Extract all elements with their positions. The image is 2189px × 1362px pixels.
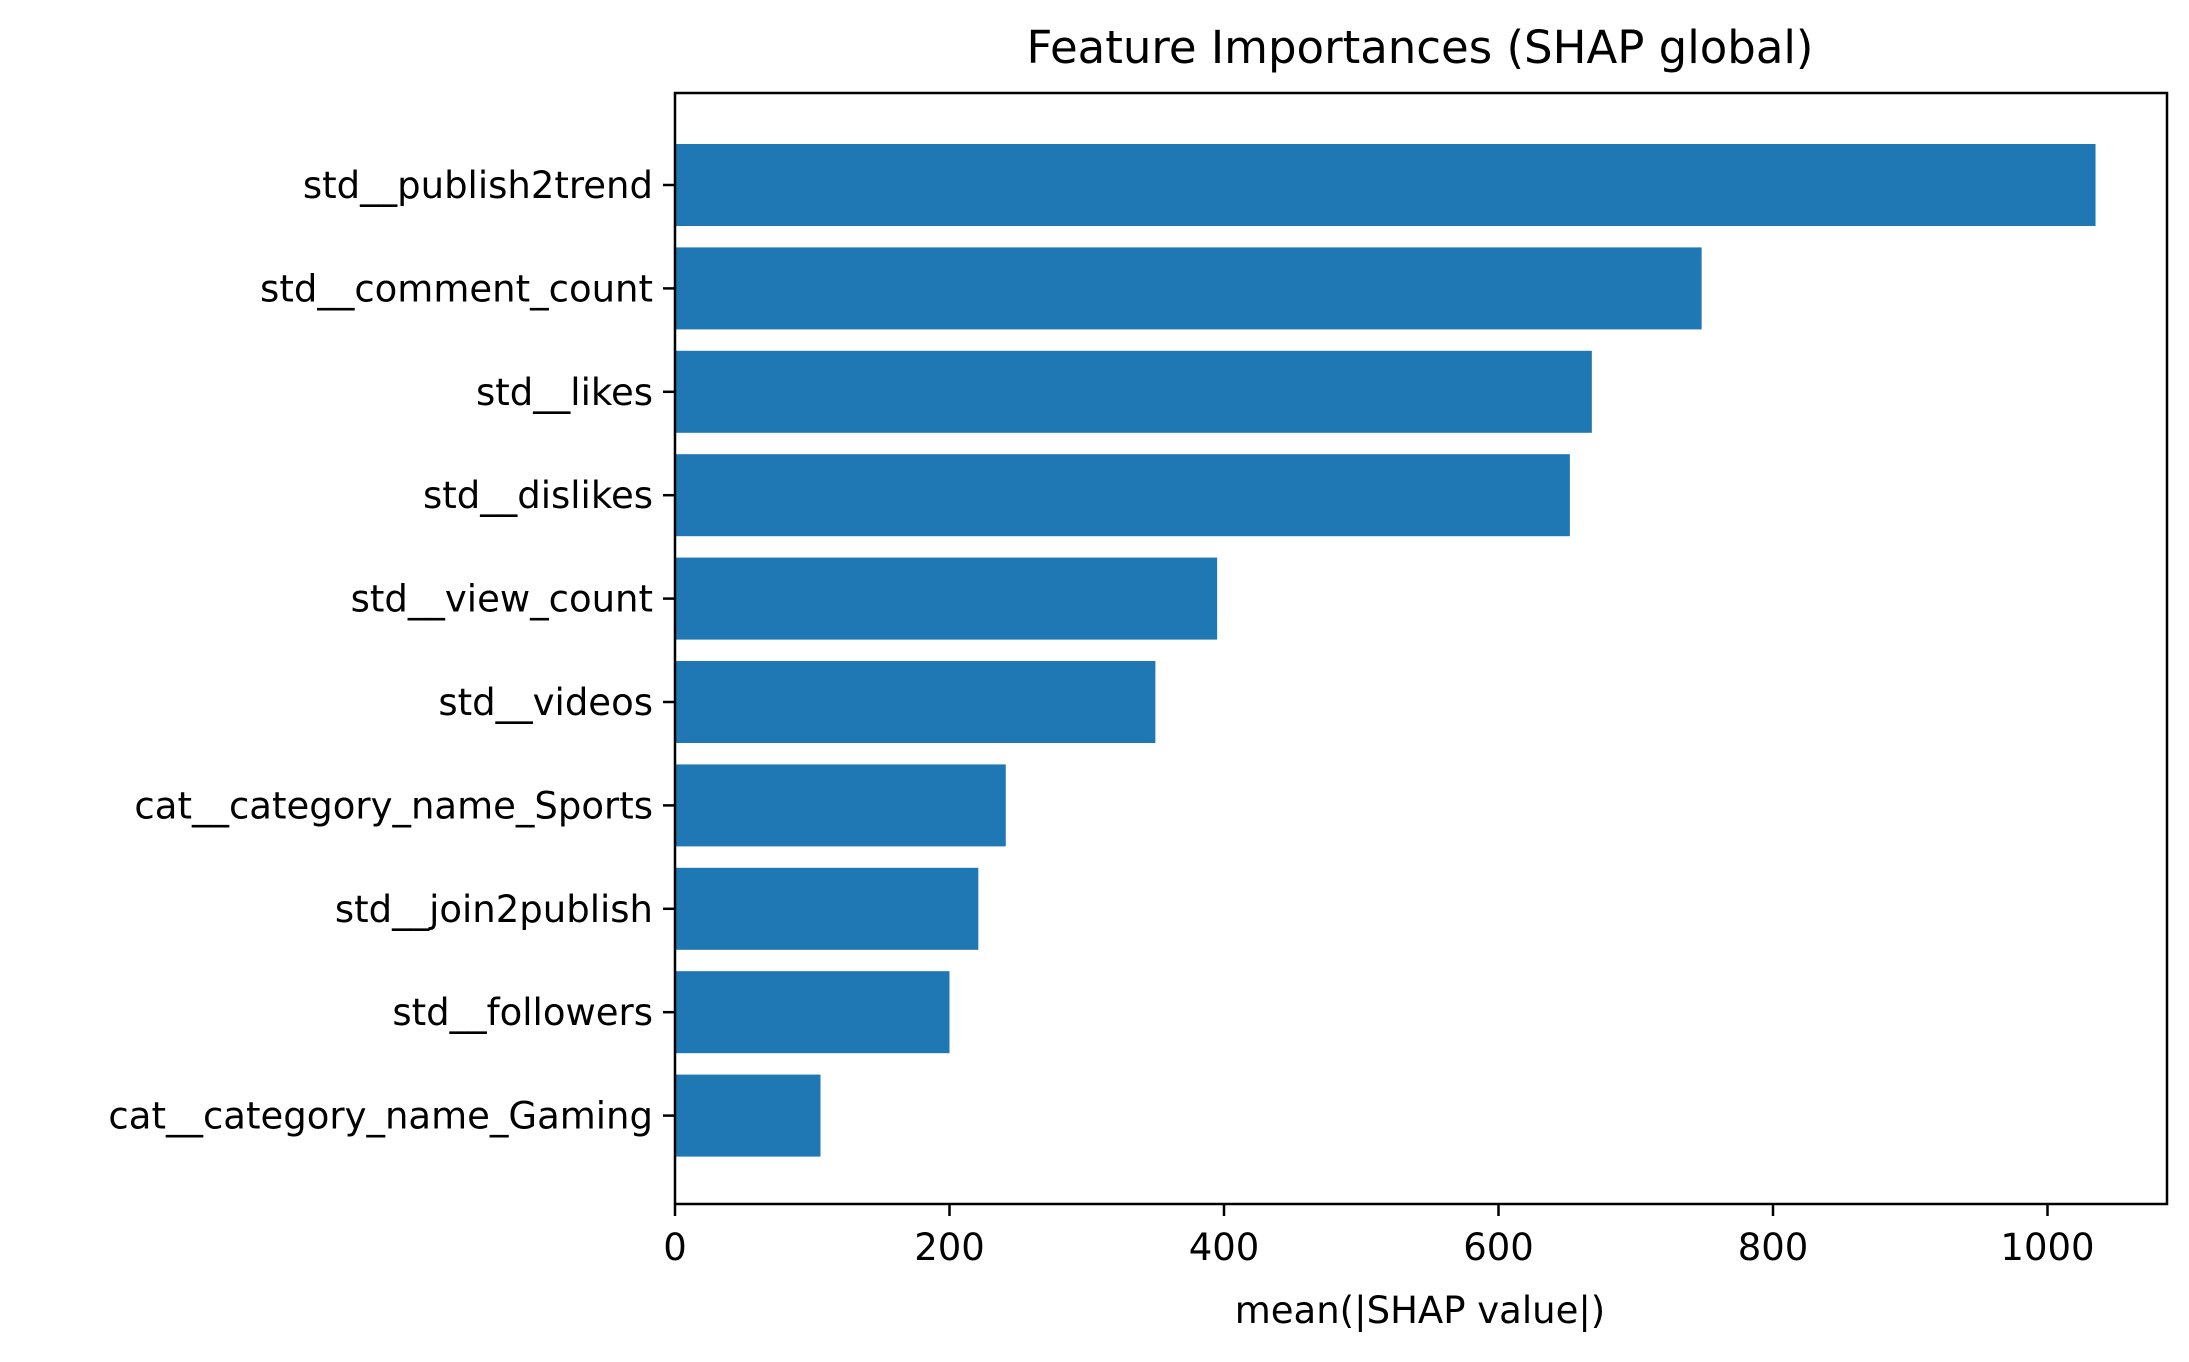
bar bbox=[675, 764, 1006, 847]
bar bbox=[675, 144, 2096, 226]
plot-frame bbox=[673, 91, 2169, 1206]
bar bbox=[675, 867, 979, 950]
bar bbox=[675, 971, 950, 1054]
bar bbox=[675, 247, 1702, 330]
y-tick-label: std__join2publish bbox=[335, 888, 653, 931]
x-tick-label: 800 bbox=[1738, 1226, 1809, 1269]
x-tick-label: 200 bbox=[914, 1226, 985, 1269]
x-axis-ticks: 0 200 400 600 800 1000 bbox=[663, 1204, 2095, 1269]
x-axis-label: mean(|SHAP value|) bbox=[1235, 1289, 1606, 1332]
y-tick-label: cat__category_name_Sports bbox=[134, 784, 653, 827]
bars-group bbox=[675, 144, 2096, 1157]
bar bbox=[675, 557, 1218, 640]
y-tick-label: std__publish2trend bbox=[303, 164, 653, 207]
x-tick-label: 1000 bbox=[2000, 1226, 2094, 1269]
bar bbox=[675, 1074, 821, 1157]
chart-title: Feature Importances (SHAP global) bbox=[1027, 21, 1814, 74]
y-tick-label: std__likes bbox=[476, 371, 653, 414]
y-tick-label: std__followers bbox=[392, 991, 653, 1034]
y-tick-label: std__videos bbox=[438, 681, 653, 724]
y-tick-label: cat__category_name_Gaming bbox=[108, 1095, 653, 1138]
x-tick-label: 0 bbox=[663, 1226, 687, 1269]
y-axis-ticks: std__publish2trend std__comment_count std_… bbox=[108, 164, 675, 1138]
x-tick-label: 400 bbox=[1189, 1226, 1260, 1269]
y-tick-label: std__view_count bbox=[351, 578, 653, 621]
y-tick-label: std__comment_count bbox=[260, 267, 653, 310]
bar bbox=[675, 454, 1570, 537]
x-tick-label: 600 bbox=[1463, 1226, 1534, 1269]
bar bbox=[675, 350, 1592, 433]
y-tick-label: std__dislikes bbox=[423, 474, 653, 517]
bar bbox=[675, 661, 1156, 743]
